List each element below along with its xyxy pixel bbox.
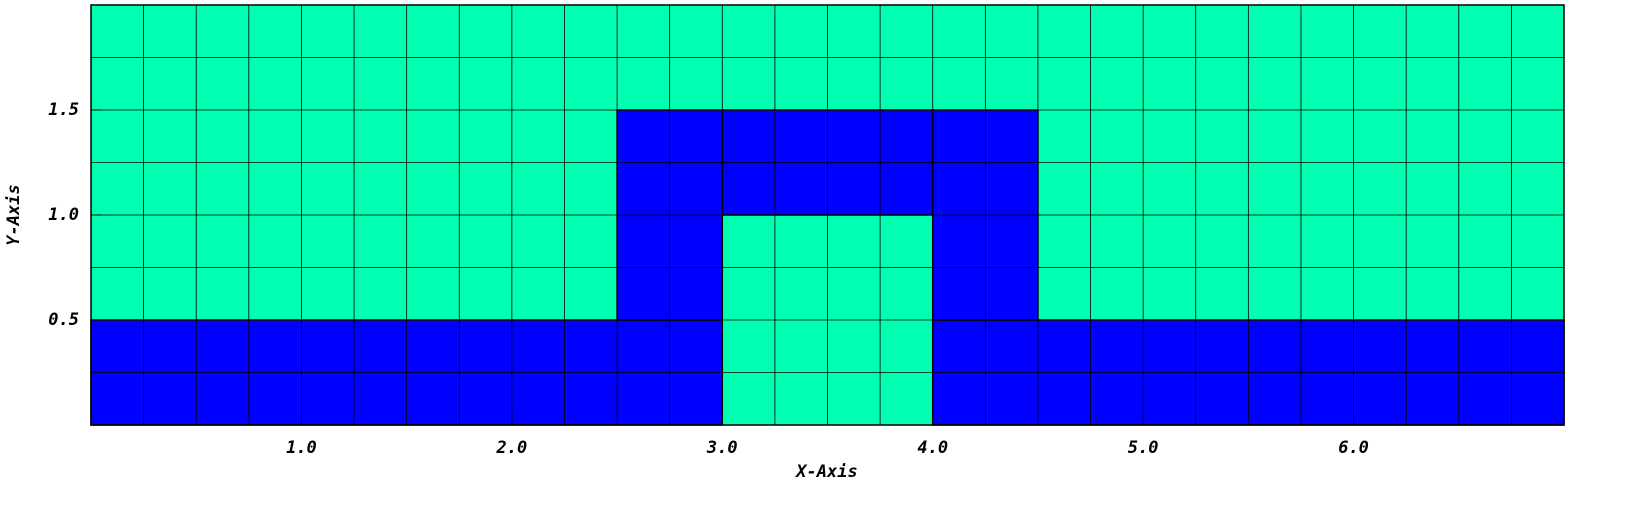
y-tick-label: 1.0 xyxy=(48,205,79,225)
x-tick-label: 1.0 xyxy=(286,438,317,458)
x-axis-title: X-Axis xyxy=(794,462,857,482)
x-tick-label: 2.0 xyxy=(495,438,527,458)
x-tick-label: 5.0 xyxy=(1128,438,1159,458)
y-tick-label: 1.5 xyxy=(48,100,79,120)
y-axis-title: Y-Axis xyxy=(4,184,24,245)
y-tick-label: 0.5 xyxy=(48,310,79,330)
x-tick-label: 3.0 xyxy=(706,438,738,458)
region-outline xyxy=(721,109,934,216)
x-tick-label: 6.0 xyxy=(1338,438,1369,458)
x-tick-label: 4.0 xyxy=(917,438,948,458)
